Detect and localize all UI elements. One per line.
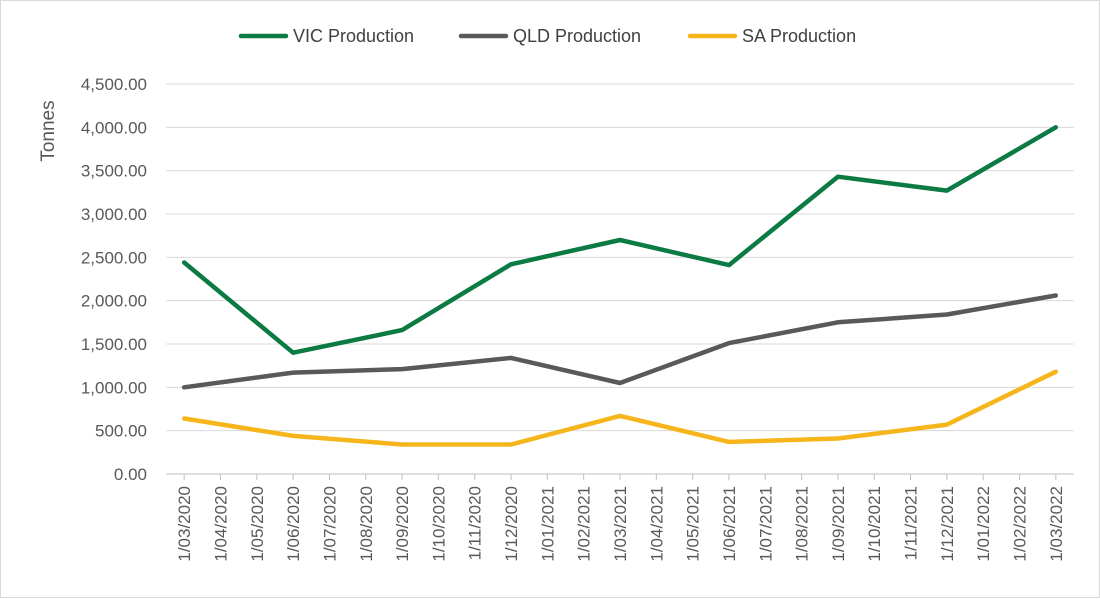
x-axis: 1/03/2020 1/04/2020 1/05/2020 1/06/2020 1/07… [175,474,1066,562]
x-tick-label: 1/09/2020 [393,486,412,562]
x-tick-label: 1/04/2021 [647,486,666,562]
y-tick-label: 3,000.00 [81,205,147,224]
x-tick-label: 1/03/2021 [611,486,630,562]
legend-label: VIC Production [293,26,414,46]
x-tick-label: 1/06/2021 [720,486,739,562]
x-tick-label: 1/10/2021 [865,486,884,562]
y-axis-title: Tonnes [38,100,59,161]
x-tick-label: 1/04/2020 [211,486,230,562]
x-tick-label: 1/01/2022 [974,486,993,562]
y-tick-label: 4,000.00 [81,118,147,137]
x-tick-label: 1/12/2020 [502,486,521,562]
x-tick-label: 1/02/2021 [575,486,594,562]
x-tick-label: 1/07/2020 [320,486,339,562]
x-tick-label: 1/08/2021 [793,486,812,562]
x-tick-label: 1/05/2021 [684,486,703,562]
x-tick-label: 1/11/2021 [902,486,921,560]
legend-label: SA Production [742,26,856,46]
x-tick-label: 1/08/2020 [357,486,376,562]
x-tick-label: 1/02/2022 [1011,486,1030,562]
x-tick-label: 1/05/2020 [248,486,267,562]
y-tick-label: 1,500.00 [81,335,147,354]
y-axis: 0.00 500.00 1,000.00 1,500.00 2,000.00 2,500.… [81,75,147,484]
y-tick-label: 2,000.00 [81,292,147,311]
x-tick-label: 1/03/2020 [175,486,194,562]
series-line-qld-production [184,296,1056,388]
y-tick-label: 500.00 [95,422,147,441]
x-tick-label: 1/11/2020 [466,486,485,560]
x-tick-label: 1/06/2020 [284,486,303,562]
legend-label: QLD Production [513,26,641,46]
x-tick-label: 1/12/2021 [938,486,957,562]
y-tick-label: 3,500.00 [81,162,147,181]
y-tick-label: 2,500.00 [81,248,147,267]
x-tick-label: 1/10/2020 [429,486,448,562]
x-tick-label: 1/09/2021 [829,486,848,562]
y-tick-label: 0.00 [114,465,147,484]
series-lines [184,127,1056,444]
x-tick-label: 1/01/2021 [538,486,557,562]
legend: VIC Production QLD Production SA Productio… [241,26,856,46]
x-tick-label: 1/07/2021 [756,486,775,562]
y-tick-label: 1,000.00 [81,378,147,397]
y-tick-label: 4,500.00 [81,75,147,94]
x-tick-label: 1/03/2022 [1047,486,1066,562]
